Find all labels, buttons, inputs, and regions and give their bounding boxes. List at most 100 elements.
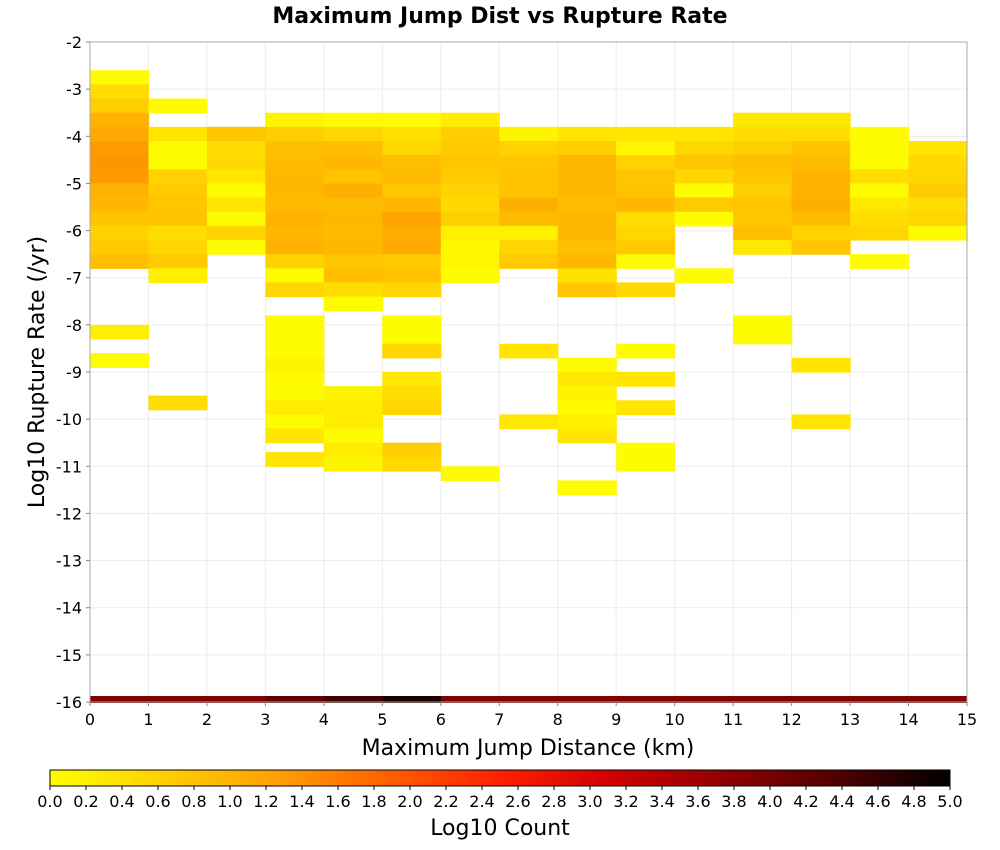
heatmap-cell — [791, 240, 851, 255]
heatmap-cell — [850, 126, 910, 142]
heatmap-cell — [323, 183, 383, 199]
heatmap-cell — [265, 112, 325, 128]
heatmap-cell — [733, 329, 793, 345]
heatmap-cell — [557, 254, 617, 269]
heatmap-cell — [499, 183, 559, 199]
heatmap-cell — [616, 155, 676, 170]
heatmap-cell — [382, 268, 442, 284]
x-tick-label: 10 — [664, 710, 684, 729]
heatmap-cell — [791, 225, 851, 241]
heatmap-cell — [616, 126, 676, 142]
heatmap-cell — [382, 112, 442, 128]
heatmap-cell — [382, 343, 442, 359]
heatmap-cell — [148, 268, 208, 284]
heatmap-cell — [90, 84, 150, 100]
marginal-bar-cell — [90, 696, 149, 703]
x-tick-label: 1 — [143, 710, 153, 729]
marginal-bar-cell — [674, 696, 734, 703]
heatmap-cell — [440, 169, 500, 185]
heatmap-cell — [206, 155, 266, 170]
heatmap-cell — [733, 112, 793, 128]
y-tick-label: -6 — [66, 222, 82, 241]
heatmap-cell — [557, 240, 617, 255]
y-tick-label: -3 — [66, 80, 82, 99]
marginal-bar-cell — [850, 696, 910, 703]
heatmap-cell — [90, 353, 150, 368]
heatmap-cell — [499, 211, 559, 227]
heatmap-cell — [323, 254, 383, 269]
heatmap-cell — [206, 126, 266, 142]
heatmap-cell — [674, 126, 734, 142]
heatmap-cell — [148, 225, 208, 241]
heatmap-cell — [323, 442, 383, 458]
heatmap-cell — [90, 169, 150, 185]
heatmap-cell — [733, 225, 793, 241]
heatmap-cell — [90, 98, 150, 114]
heatmap-cell — [323, 282, 383, 298]
y-tick-label: -13 — [56, 552, 82, 571]
heatmap-cell — [557, 225, 617, 241]
heatmap-cell — [382, 329, 442, 345]
heatmap-cell — [557, 480, 617, 496]
heatmap-cell — [265, 169, 325, 185]
heatmap-cell — [265, 155, 325, 170]
heatmap-cell — [499, 254, 559, 269]
heatmap-cell — [382, 211, 442, 227]
y-axis-ticks: -2 -3 -4 -5 -6 -7 -8 -9 -10 -11 -12 -13 -14 -15 -16 — [56, 33, 90, 712]
heatmap-cell — [265, 400, 325, 416]
colorbar-label: Log10 Count — [430, 816, 570, 841]
heatmap-cell — [908, 155, 968, 170]
heatmap-cell — [265, 254, 325, 269]
heatmap-cell — [616, 225, 676, 241]
heatmap-cell — [733, 197, 793, 213]
y-tick-label: -16 — [56, 693, 82, 712]
heatmap-cell — [733, 183, 793, 199]
heatmap-cell — [206, 169, 266, 185]
colorbar-tick-label: 1.6 — [325, 792, 350, 811]
heatmap-cell — [323, 386, 383, 401]
heatmap-cell — [733, 211, 793, 227]
heatmap-cell — [733, 126, 793, 142]
heatmap-cell — [616, 211, 676, 227]
x-tick-label: 14 — [898, 710, 918, 729]
heatmap-cell — [440, 197, 500, 213]
heatmap-cell — [733, 169, 793, 185]
y-tick-label: -8 — [66, 316, 82, 335]
heatmap-cell — [148, 183, 208, 199]
heatmap-cell — [674, 211, 734, 227]
heatmap-cell — [323, 428, 383, 444]
x-axis-label: Maximum Jump Distance (km) — [362, 736, 695, 761]
heatmap-cell — [382, 400, 442, 416]
marginal-bar-cell — [148, 696, 208, 703]
heatmap-cell — [557, 211, 617, 227]
heatmap-cell — [206, 141, 266, 156]
heatmap-cell — [265, 428, 325, 444]
heatmap-cell — [90, 211, 150, 227]
heatmap-cell — [557, 372, 617, 387]
y-tick-label: -12 — [56, 504, 82, 523]
colorbar-tick-label: 5.0 — [937, 792, 962, 811]
y-tick-label: -4 — [66, 127, 82, 146]
heatmap-cell — [323, 197, 383, 213]
heatmap-cell — [440, 240, 500, 255]
heatmap-cell — [616, 343, 676, 359]
heatmap-cell — [850, 183, 910, 199]
heatmap-cell — [90, 112, 150, 128]
heatmap-cell — [265, 357, 325, 373]
colorbar-tick-label: 1.4 — [289, 792, 314, 811]
heatmap-cell — [382, 225, 442, 241]
heatmap-cell — [557, 357, 617, 373]
heatmap-cell — [557, 386, 617, 401]
heatmap-cell — [382, 141, 442, 156]
heatmap-cell — [265, 240, 325, 255]
heatmap-cell — [265, 315, 325, 331]
colorbar-tick-label: 0.4 — [109, 792, 134, 811]
heatmap-cell — [382, 442, 442, 458]
heatmap-cell — [265, 329, 325, 345]
heatmap-cell — [557, 282, 617, 298]
heatmap-cell — [557, 126, 617, 142]
heatmap-cell — [791, 112, 851, 128]
heatmap-cell — [557, 155, 617, 170]
marginal-bar-cell — [499, 696, 559, 703]
